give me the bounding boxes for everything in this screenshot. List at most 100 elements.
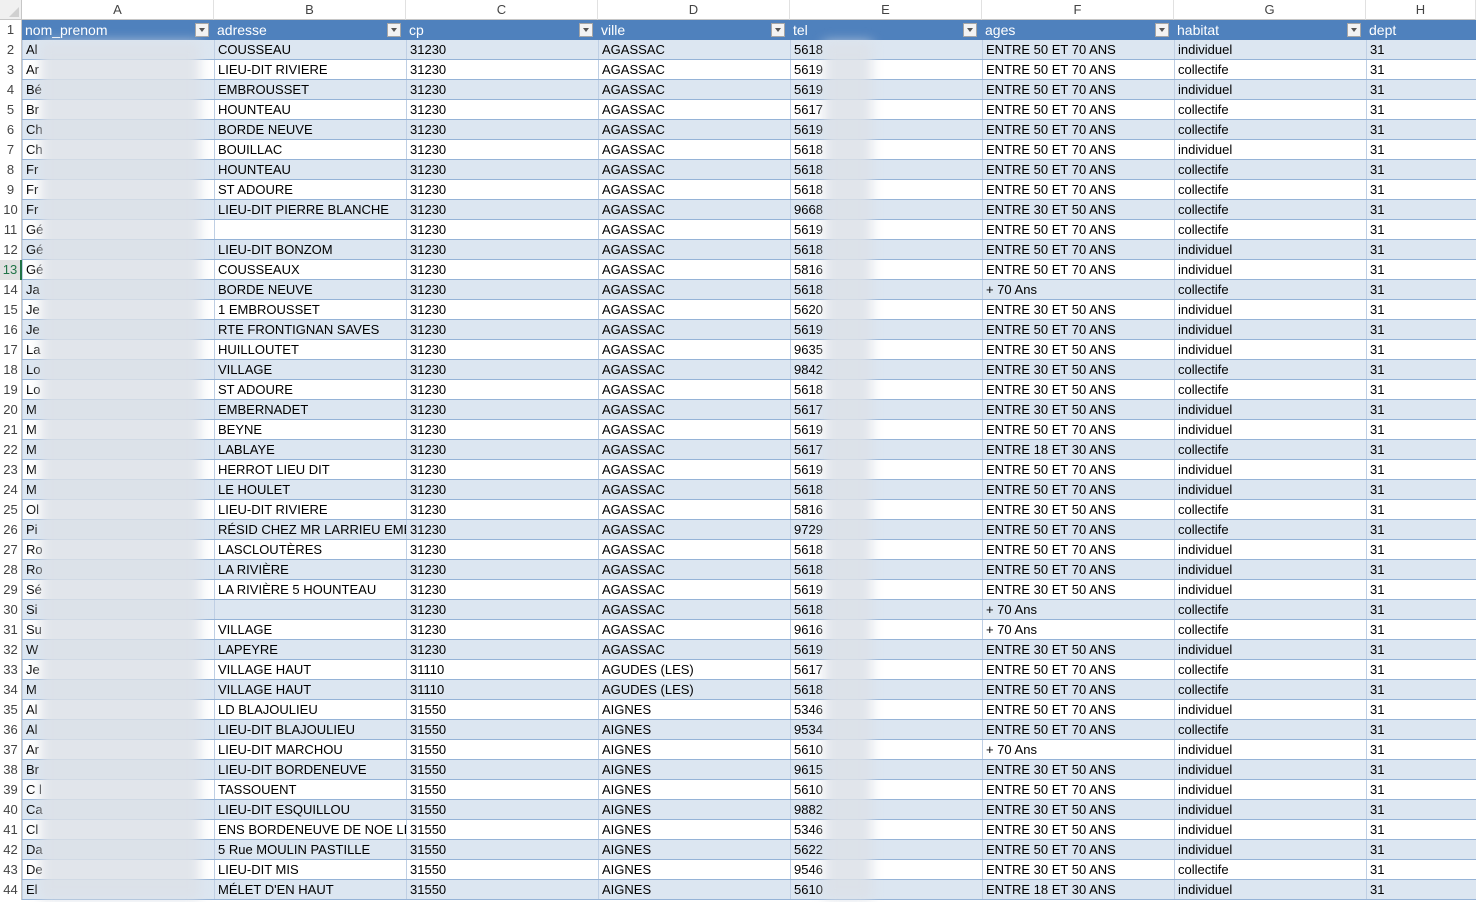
cell-nom_prenom[interactable]: Gé xyxy=(22,220,214,239)
cell-ville[interactable]: AIGNES xyxy=(598,820,790,839)
row-number[interactable]: 7 xyxy=(0,140,22,160)
filter-dropdown-icon[interactable] xyxy=(579,23,593,37)
cell-habitat[interactable]: collectife xyxy=(1174,440,1366,459)
cell-adresse[interactable]: COUSSEAUX xyxy=(214,260,406,279)
cell-nom_prenom[interactable]: Al xyxy=(22,40,214,59)
cell-habitat[interactable]: collectife xyxy=(1174,660,1366,679)
cell-dept[interactable]: 31 xyxy=(1366,320,1476,339)
cell-dept[interactable]: 31 xyxy=(1366,80,1476,99)
cell-cp[interactable]: 31230 xyxy=(406,540,598,559)
cell-dept[interactable]: 31 xyxy=(1366,700,1476,719)
row-number[interactable]: 24 xyxy=(0,480,22,500)
cell-dept[interactable]: 31 xyxy=(1366,780,1476,799)
cell-tel[interactable]: 5619 xyxy=(790,120,982,139)
row-number[interactable]: 32 xyxy=(0,640,22,660)
cell-cp[interactable]: 31230 xyxy=(406,320,598,339)
cell-adresse[interactable]: LASCLOUTÈRES xyxy=(214,540,406,559)
row-number[interactable]: 23 xyxy=(0,460,22,480)
row-number[interactable]: 26 xyxy=(0,520,22,540)
cell-cp[interactable]: 31110 xyxy=(406,680,598,699)
cell-ages[interactable]: ENTRE 50 ET 70 ANS xyxy=(982,520,1174,539)
cell-ville[interactable]: AGASSAC xyxy=(598,220,790,239)
cell-tel[interactable]: 5619 xyxy=(790,320,982,339)
cell-ages[interactable]: ENTRE 30 ET 50 ANS xyxy=(982,300,1174,319)
cell-ages[interactable]: ENTRE 50 ET 70 ANS xyxy=(982,720,1174,739)
cell-nom_prenom[interactable]: M xyxy=(22,460,214,479)
cell-habitat[interactable]: individuel xyxy=(1174,140,1366,159)
row-number[interactable]: 31 xyxy=(0,620,22,640)
row-number[interactable]: 25 xyxy=(0,500,22,520)
cell-dept[interactable]: 31 xyxy=(1366,220,1476,239)
column-header-d[interactable]: D xyxy=(598,0,790,20)
cell-ages[interactable]: + 70 Ans xyxy=(982,740,1174,759)
cell-adresse[interactable]: VILLAGE HAUT xyxy=(214,680,406,699)
cell-ages[interactable]: ENTRE 30 ET 50 ANS xyxy=(982,360,1174,379)
cell-nom_prenom[interactable]: Ro xyxy=(22,540,214,559)
cell-adresse[interactable]: EMBERNADET xyxy=(214,400,406,419)
cell-ville[interactable]: AGASSAC xyxy=(598,520,790,539)
cell-tel[interactable]: 9729 xyxy=(790,520,982,539)
cell-adresse[interactable]: LIEU-DIT MIS xyxy=(214,860,406,879)
filter-dropdown-icon[interactable] xyxy=(387,23,401,37)
cell-habitat[interactable]: individuel xyxy=(1174,420,1366,439)
cell-cp[interactable]: 31230 xyxy=(406,380,598,399)
cell-dept[interactable]: 31 xyxy=(1366,260,1476,279)
cell-nom_prenom[interactable]: Ja xyxy=(22,280,214,299)
column-header-e[interactable]: E xyxy=(790,0,982,20)
cell-cp[interactable]: 31230 xyxy=(406,560,598,579)
cell-cp[interactable]: 31110 xyxy=(406,660,598,679)
cell-dept[interactable]: 31 xyxy=(1366,660,1476,679)
cell-nom_prenom[interactable]: Su xyxy=(22,620,214,639)
cell-ages[interactable]: ENTRE 50 ET 70 ANS xyxy=(982,120,1174,139)
cell-tel[interactable]: 5816 xyxy=(790,500,982,519)
cell-dept[interactable]: 31 xyxy=(1366,580,1476,599)
cell-tel[interactable]: 5618 xyxy=(790,280,982,299)
cell-ville[interactable]: AGASSAC xyxy=(598,300,790,319)
cell-dept[interactable]: 31 xyxy=(1366,640,1476,659)
cell-nom_prenom[interactable]: Ch xyxy=(22,120,214,139)
cell-cp[interactable]: 31230 xyxy=(406,200,598,219)
cell-adresse[interactable]: COUSSEAU xyxy=(214,40,406,59)
cell-tel[interactable]: 5619 xyxy=(790,460,982,479)
row-number[interactable]: 14 xyxy=(0,280,22,300)
cell-dept[interactable]: 31 xyxy=(1366,180,1476,199)
cell-dept[interactable]: 31 xyxy=(1366,120,1476,139)
cell-adresse[interactable]: LIEU-DIT BORDENEUVE xyxy=(214,760,406,779)
cell-dept[interactable]: 31 xyxy=(1366,140,1476,159)
cell-habitat[interactable]: individuel xyxy=(1174,840,1366,859)
cell-adresse[interactable]: EMBROUSSET xyxy=(214,80,406,99)
cell-adresse[interactable]: ST ADOURE xyxy=(214,180,406,199)
row-number[interactable]: 10 xyxy=(0,200,22,220)
cell-habitat[interactable]: individuel xyxy=(1174,820,1366,839)
cell-habitat[interactable]: collectife xyxy=(1174,520,1366,539)
row-number[interactable]: 16 xyxy=(0,320,22,340)
cell-ville[interactable]: AGASSAC xyxy=(598,140,790,159)
row-number[interactable]: 36 xyxy=(0,720,22,740)
cell-nom_prenom[interactable]: Je xyxy=(22,660,214,679)
cell-ville[interactable]: AIGNES xyxy=(598,800,790,819)
cell-nom_prenom[interactable]: El xyxy=(22,880,214,899)
cell-tel[interactable]: 5617 xyxy=(790,660,982,679)
cell-cp[interactable]: 31230 xyxy=(406,300,598,319)
cell-cp[interactable]: 31230 xyxy=(406,260,598,279)
cell-ages[interactable]: ENTRE 50 ET 70 ANS xyxy=(982,780,1174,799)
cell-cp[interactable]: 31550 xyxy=(406,860,598,879)
cell-ages[interactable]: ENTRE 50 ET 70 ANS xyxy=(982,320,1174,339)
cell-ages[interactable]: ENTRE 50 ET 70 ANS xyxy=(982,700,1174,719)
cell-tel[interactable]: 5618 xyxy=(790,600,982,619)
column-header-a[interactable]: A xyxy=(22,0,214,20)
cell-habitat[interactable]: collectife xyxy=(1174,180,1366,199)
row-number[interactable]: 30 xyxy=(0,600,22,620)
cell-ville[interactable]: AGASSAC xyxy=(598,580,790,599)
cell-tel[interactable]: 9882 xyxy=(790,800,982,819)
cell-cp[interactable]: 31230 xyxy=(406,40,598,59)
cell-ages[interactable]: ENTRE 30 ET 50 ANS xyxy=(982,380,1174,399)
cell-adresse[interactable]: LIEU-DIT RIVIERE xyxy=(214,500,406,519)
cell-ville[interactable]: AGASSAC xyxy=(598,460,790,479)
cell-dept[interactable]: 31 xyxy=(1366,840,1476,859)
cell-habitat[interactable]: individuel xyxy=(1174,40,1366,59)
cell-adresse[interactable]: LABLAYE xyxy=(214,440,406,459)
cell-tel[interactable]: 5619 xyxy=(790,60,982,79)
cell-dept[interactable]: 31 xyxy=(1366,40,1476,59)
cell-nom_prenom[interactable]: Bé xyxy=(22,80,214,99)
